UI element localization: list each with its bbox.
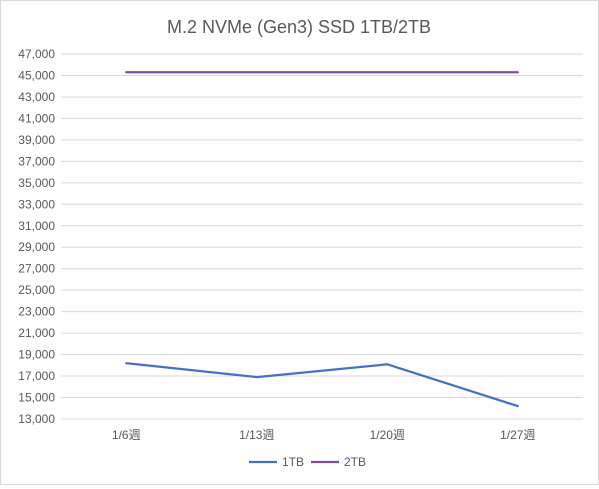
y-tick-label: 37,000 [18,154,55,168]
y-tick-label: 35,000 [18,176,55,190]
y-tick-label: 15,000 [18,391,55,405]
series-lines [126,72,518,406]
y-tick-label: 13,000 [18,412,55,426]
y-tick-label: 29,000 [18,240,55,254]
y-axis-tick-labels: 13,000 15,000 17,000 19,000 21,000 23,000 25,0… [18,47,55,426]
x-axis-tick-labels: 1/6週 1/13週 1/20週 1/27週 [112,428,536,442]
y-tick-label: 43,000 [18,90,55,104]
y-tick-label: 47,000 [18,47,55,61]
chart-title: M.2 NVMe (Gen3) SSD 1TB/2TB [167,17,431,37]
legend: 1TB 2TB [249,455,366,469]
y-tick-label: 27,000 [18,262,55,276]
y-tick-label: 23,000 [18,305,55,319]
legend-item-2tb: 2TB [311,455,366,469]
series-line-1tb [126,363,518,406]
y-tick-label: 19,000 [18,348,55,362]
x-tick-label: 1/6週 [112,428,141,442]
y-tick-label: 45,000 [18,68,55,82]
y-tick-label: 21,000 [18,326,55,340]
legend-label: 1TB [282,455,304,469]
x-tick-label: 1/20週 [370,428,405,442]
y-tick-label: 31,000 [18,219,55,233]
y-tick-label: 17,000 [18,369,55,383]
y-tick-label: 33,000 [18,197,55,211]
x-tick-label: 1/13週 [239,428,274,442]
y-tick-label: 39,000 [18,133,55,147]
y-tick-label: 41,000 [18,111,55,125]
x-tick-label: 1/27週 [500,428,535,442]
legend-label: 2TB [344,455,366,469]
y-tick-label: 25,000 [18,283,55,297]
legend-item-1tb: 1TB [249,455,304,469]
